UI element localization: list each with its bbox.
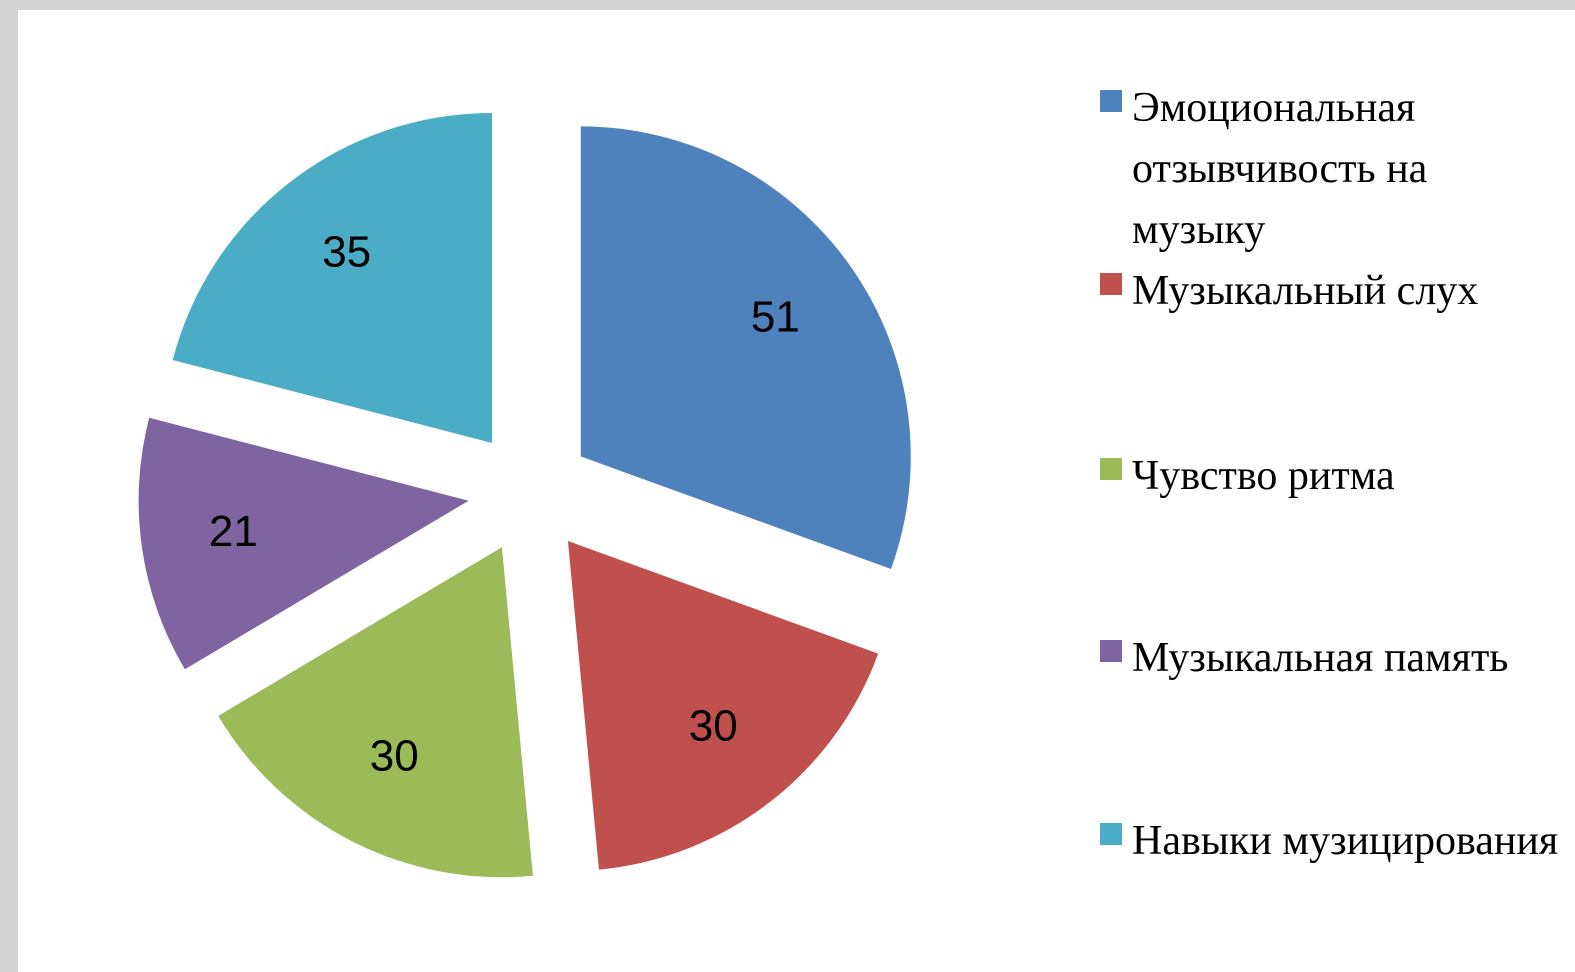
pie-slice xyxy=(581,126,911,569)
pie-slice xyxy=(173,113,492,443)
legend-label: Чувство ритма xyxy=(1132,453,1395,499)
legend-label: Музыкальный слух xyxy=(1132,268,1478,314)
value-label: 30 xyxy=(689,702,738,751)
value-label: 35 xyxy=(322,228,371,277)
legend-label: Музыкальная память xyxy=(1132,635,1508,681)
legend-label: Навыки музицирования xyxy=(1132,818,1558,864)
value-label: 30 xyxy=(370,732,419,781)
page: {"chart_data": {"type": "pie", "categori… xyxy=(0,0,1575,972)
legend-item: Эмоциональная отзывчивость на музыку xyxy=(1100,78,1560,261)
legend-swatch xyxy=(1100,458,1122,480)
legend-swatch xyxy=(1100,640,1122,662)
value-label: 21 xyxy=(209,507,258,556)
legend-item: Музыкальный слух xyxy=(1100,261,1560,322)
legend-label: Эмоциональная отзывчивость на музыку xyxy=(1132,85,1427,253)
value-label: 51 xyxy=(751,293,800,342)
legend-item: Навыки музицирования xyxy=(1100,811,1560,872)
legend-item: Чувство ритма xyxy=(1100,446,1560,507)
legend-swatch xyxy=(1100,273,1122,295)
legend-item: Музыкальная память xyxy=(1100,628,1560,689)
legend-swatch xyxy=(1100,90,1122,112)
legend-swatch xyxy=(1100,823,1122,845)
